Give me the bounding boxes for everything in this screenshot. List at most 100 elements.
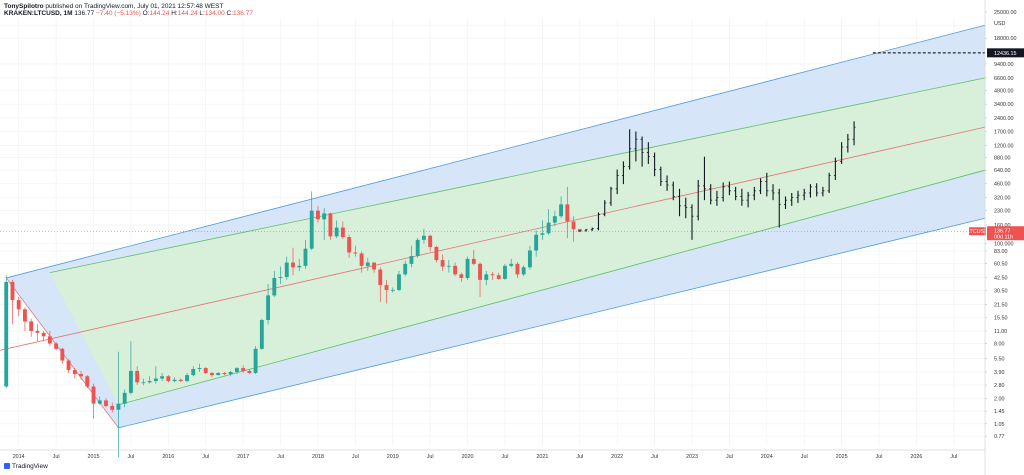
time-tick-label: Jul <box>801 454 808 460</box>
candle-body <box>266 295 271 321</box>
candle-body <box>565 204 570 222</box>
candle-body <box>197 368 202 370</box>
time-tick-label: 2016 <box>162 454 174 460</box>
candle-body <box>54 343 59 349</box>
time-tick-label: Jul <box>202 454 209 460</box>
time-tick-label: 2018 <box>312 454 324 460</box>
candle-body <box>216 372 221 376</box>
candle-body <box>35 330 40 333</box>
time-tick-label: 2023 <box>686 454 698 460</box>
price-tick-label: 4800.00 <box>994 88 1014 94</box>
price-tick-label: 2.80 <box>994 383 1005 389</box>
price-tick-label: 320.00 <box>994 196 1011 202</box>
candle-body <box>453 265 458 275</box>
candle-body <box>141 382 146 384</box>
candle-body <box>284 262 289 278</box>
time-tick-label: Jul <box>726 454 733 460</box>
high-label: H: <box>171 10 178 17</box>
inner-channel-band <box>49 77 986 405</box>
candle-body <box>16 300 21 310</box>
candle-body <box>390 289 395 291</box>
candle-body <box>490 274 495 276</box>
price-tick-label: 42.50 <box>994 275 1008 281</box>
brand-name: TradingView <box>12 463 48 470</box>
symbol-label[interactable]: KRAKEN:LTCUSD, 1M <box>4 10 73 17</box>
high-value: 144.24 <box>177 10 198 17</box>
tradingview-brand[interactable]: TradingView <box>4 463 48 470</box>
price-tick-label: 100.000 <box>994 242 1014 248</box>
time-tick-label: 2024 <box>761 454 773 460</box>
candle-body <box>546 222 551 234</box>
candle-body <box>521 267 526 275</box>
candle-body <box>110 405 115 410</box>
candle-body <box>372 262 376 270</box>
price-tick-label: 9400.00 <box>994 62 1014 68</box>
outer-upper-line <box>6 24 986 279</box>
symbol-tag-label: LTCUSD <box>967 229 988 235</box>
candle-body <box>571 221 576 230</box>
price-tick-label: 3400.00 <box>994 102 1014 108</box>
price-overlays: LTCUSD <box>0 52 988 236</box>
regression-channel[interactable] <box>0 24 986 429</box>
price-tick-label: 0.77 <box>994 434 1005 440</box>
price-tick-label: 8.00 <box>994 342 1005 348</box>
candle-body <box>66 360 71 370</box>
price-change: −7.40 (−5.13%) <box>96 10 141 17</box>
last-price-badge <box>987 226 1024 241</box>
time-tick-label: Jul <box>127 454 134 460</box>
time-tick-label: 2025 <box>836 454 848 460</box>
price-tick-label: 15.50 <box>994 315 1008 321</box>
target-price-badge <box>987 48 1024 58</box>
price-tick-label: 3.90 <box>994 370 1005 376</box>
publisher-name[interactable]: TonySpilotro <box>4 3 44 10</box>
candle-body <box>91 386 96 404</box>
inner-upper-line <box>49 77 986 274</box>
candle-body <box>241 368 246 371</box>
candle-body <box>309 210 314 249</box>
candle-body <box>328 213 333 237</box>
candle-body <box>496 275 501 279</box>
symbol-tag-badge <box>969 227 986 236</box>
time-tick-label: 2026 <box>910 454 922 460</box>
candle-body <box>72 369 77 375</box>
candle-body <box>29 321 34 331</box>
time-tick-label: 2014 <box>13 454 25 460</box>
last-price: 136.77 <box>74 10 95 17</box>
candle-body <box>85 376 90 387</box>
candle-body <box>23 309 27 322</box>
candle-body <box>353 252 358 254</box>
candle-body <box>272 277 277 296</box>
candle-body <box>166 376 171 382</box>
price-tick-label: 5.50 <box>994 356 1005 362</box>
median-line <box>0 126 986 351</box>
candle-body <box>471 258 476 264</box>
candle-body <box>397 274 401 290</box>
price-tick-label: 30.50 <box>994 289 1008 295</box>
candle-body <box>128 370 133 393</box>
candle-body <box>4 281 9 387</box>
candle-body <box>446 265 451 267</box>
candle-body <box>503 265 507 279</box>
candle-body <box>559 204 564 217</box>
candle-body <box>178 379 183 382</box>
candle-body <box>278 277 283 278</box>
candle-body <box>234 368 239 372</box>
time-tick-label: Jul <box>576 454 583 460</box>
low-value: 134.00 <box>204 10 225 17</box>
price-tick-label: 460.00 <box>994 181 1011 187</box>
time-tick-label: Jul <box>352 454 359 460</box>
candle-body <box>421 235 426 240</box>
time-tick-label: Jul <box>950 454 957 460</box>
price-axis[interactable]: USD 25000.00 18000.00 12436.15 9400.00 6600.0… <box>984 0 1024 475</box>
candle-body <box>334 227 339 237</box>
candle-body <box>160 376 165 379</box>
open-value: 144.24 <box>149 10 170 17</box>
time-axis[interactable]: 2014 Jul 2015 Jul 2016 Jul 2017 Jul 2018 Jul 2019 J… <box>0 449 985 460</box>
candle-body <box>60 348 65 361</box>
candle-body <box>122 392 127 404</box>
price-tick-label: 1700.00 <box>994 130 1014 136</box>
price-tick-label: 6600.00 <box>994 76 1014 82</box>
candlestick-series <box>4 186 582 458</box>
candle-body <box>253 348 258 373</box>
